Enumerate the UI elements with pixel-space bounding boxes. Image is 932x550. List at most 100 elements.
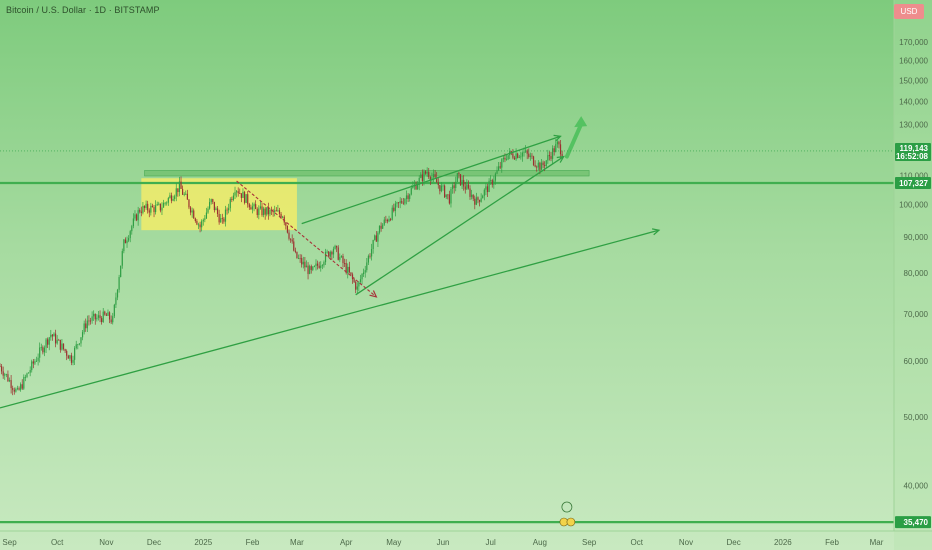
candle-body bbox=[561, 154, 563, 156]
candle-body bbox=[453, 185, 455, 189]
candle-body bbox=[74, 348, 76, 360]
candle-body bbox=[177, 188, 179, 193]
candle-body bbox=[355, 282, 357, 290]
candle-body bbox=[363, 272, 365, 275]
candle-body bbox=[189, 207, 192, 213]
candle-body bbox=[161, 207, 163, 211]
candle-body bbox=[234, 192, 236, 196]
candle-body bbox=[196, 220, 198, 225]
candle-body bbox=[555, 144, 557, 153]
currency-badge[interactable]: USD bbox=[894, 4, 924, 19]
trendline bbox=[355, 155, 565, 296]
candle-body bbox=[466, 184, 468, 190]
candle-body bbox=[316, 263, 319, 266]
candle-body bbox=[166, 202, 168, 204]
price-tick-label: 100,000 bbox=[899, 201, 928, 210]
candle-body bbox=[53, 333, 55, 337]
candle-body bbox=[447, 194, 449, 196]
candles-layer bbox=[0, 139, 563, 396]
candle-body bbox=[112, 316, 114, 323]
candle-body bbox=[226, 209, 228, 211]
candle-body bbox=[135, 214, 138, 221]
candle-body bbox=[313, 265, 316, 267]
candle-body bbox=[156, 204, 158, 206]
candle-body bbox=[415, 184, 417, 190]
level-price-label: 35,470 bbox=[904, 518, 929, 527]
candle-body bbox=[532, 156, 535, 166]
candle-body bbox=[482, 195, 484, 199]
candle-body bbox=[5, 374, 7, 375]
candle-body bbox=[329, 251, 331, 257]
candle-body bbox=[167, 198, 169, 203]
candle-body bbox=[128, 238, 130, 241]
candle-body bbox=[436, 177, 438, 183]
candle-body bbox=[47, 339, 49, 345]
candle-body bbox=[291, 239, 293, 242]
candle-body bbox=[442, 185, 444, 187]
candle-body bbox=[483, 189, 485, 196]
candle-body bbox=[202, 219, 204, 222]
candle-body bbox=[312, 266, 314, 270]
candle-body bbox=[464, 186, 466, 190]
candle-body bbox=[280, 213, 282, 218]
candle-body bbox=[126, 240, 128, 244]
candle-body bbox=[118, 277, 120, 290]
candle-body bbox=[445, 194, 447, 198]
candle-body bbox=[345, 263, 347, 274]
candle-body bbox=[275, 210, 277, 212]
candle-body bbox=[240, 193, 242, 198]
time-tick-label: Mar bbox=[870, 538, 884, 547]
candle-body bbox=[283, 216, 285, 223]
candle-body bbox=[178, 181, 181, 193]
candle-body bbox=[269, 209, 271, 215]
candle-body bbox=[23, 376, 25, 389]
candle-body bbox=[20, 384, 22, 390]
candle-body bbox=[499, 166, 501, 168]
candle-body bbox=[236, 191, 238, 193]
candle-body bbox=[456, 173, 458, 182]
candle-body bbox=[526, 150, 528, 154]
candle-body bbox=[496, 170, 498, 174]
time-tick-label: May bbox=[386, 538, 401, 547]
candle-body bbox=[394, 203, 396, 211]
candle-body bbox=[477, 197, 479, 200]
candle-body bbox=[10, 380, 12, 389]
candle-body bbox=[145, 203, 147, 208]
candle-body bbox=[334, 245, 336, 249]
candle-body bbox=[256, 209, 258, 215]
candle-body bbox=[374, 235, 376, 240]
candle-body bbox=[64, 349, 66, 352]
candle-body bbox=[134, 214, 136, 219]
candle-body bbox=[463, 179, 465, 187]
candle-body bbox=[397, 202, 400, 204]
trendline bbox=[0, 229, 660, 409]
candle-body bbox=[412, 186, 414, 189]
candle-body bbox=[4, 374, 6, 376]
candle-body bbox=[529, 155, 531, 157]
candle-body bbox=[40, 347, 42, 349]
candle-body bbox=[547, 155, 549, 161]
price-tick-label: 50,000 bbox=[904, 413, 929, 422]
candle-body bbox=[102, 311, 104, 323]
candle-body bbox=[551, 148, 554, 159]
event-icon bbox=[561, 501, 573, 513]
candle-body bbox=[212, 199, 214, 202]
candle-body bbox=[378, 225, 381, 233]
candle-body bbox=[99, 315, 101, 319]
candle-body bbox=[289, 238, 292, 240]
candle-body bbox=[77, 344, 79, 346]
candle-body bbox=[458, 173, 460, 175]
candle-body bbox=[434, 174, 436, 178]
candle-body bbox=[223, 218, 225, 222]
candle-body bbox=[159, 203, 161, 211]
candle-body bbox=[386, 219, 389, 222]
price-axis-panel bbox=[894, 0, 932, 550]
trendline-arrowhead bbox=[553, 134, 562, 142]
candle-body bbox=[428, 172, 430, 178]
candle-body bbox=[43, 347, 46, 353]
price-tick-label: 150,000 bbox=[899, 76, 928, 85]
last-price-tag bbox=[895, 142, 931, 161]
candle-body bbox=[469, 188, 471, 197]
candle-body bbox=[0, 366, 3, 372]
